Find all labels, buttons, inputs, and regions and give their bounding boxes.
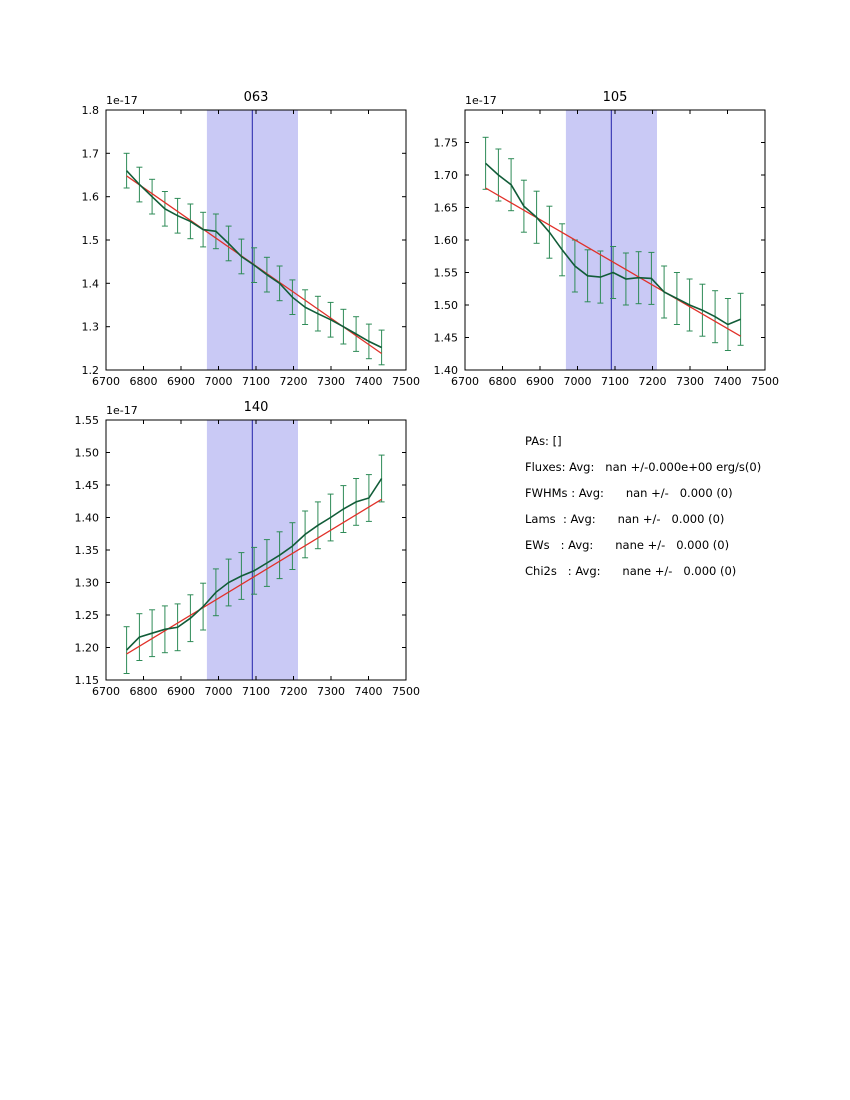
svg-text:7300: 7300 bbox=[317, 375, 345, 388]
stats-line-fwhms: FWHMs : Avg: nan +/- 0.000 (0) bbox=[525, 486, 733, 500]
svg-text:1.4: 1.4 bbox=[82, 277, 100, 290]
stats-line-fluxes: Fluxes: Avg: nan +/-0.000e+00 erg/s(0) bbox=[525, 460, 762, 474]
svg-text:1.15: 1.15 bbox=[75, 674, 100, 687]
svg-text:6800: 6800 bbox=[489, 375, 517, 388]
svg-text:1.70: 1.70 bbox=[434, 169, 459, 182]
svg-text:1.50: 1.50 bbox=[434, 299, 459, 312]
svg-text:6800: 6800 bbox=[130, 685, 158, 698]
svg-text:1.40: 1.40 bbox=[434, 364, 459, 377]
svg-text:6700: 6700 bbox=[451, 375, 479, 388]
svg-text:1.45: 1.45 bbox=[75, 479, 100, 492]
stats-line-ews: EWs : Avg: nane +/- 0.000 (0) bbox=[525, 538, 730, 552]
svg-text:1.55: 1.55 bbox=[75, 414, 100, 427]
svg-text:7400: 7400 bbox=[714, 375, 742, 388]
svg-text:1.55: 1.55 bbox=[434, 267, 459, 280]
svg-text:7200: 7200 bbox=[280, 685, 308, 698]
svg-text:7100: 7100 bbox=[242, 375, 270, 388]
svg-text:1.45: 1.45 bbox=[434, 332, 459, 345]
svg-text:1.20: 1.20 bbox=[75, 642, 100, 655]
svg-text:1.35: 1.35 bbox=[75, 544, 100, 557]
svg-text:7400: 7400 bbox=[355, 375, 383, 388]
chart-105-svg: 6700 6800 6900 7000 7100 7200 7300 7400 7500 1.40… bbox=[434, 90, 780, 388]
svg-text:6800: 6800 bbox=[130, 375, 158, 388]
subplot-105: 6700 6800 6900 7000 7100 7200 7300 7400 7500 1.40… bbox=[409, 90, 789, 400]
svg-text:1.7: 1.7 bbox=[82, 147, 100, 160]
svg-text:7000: 7000 bbox=[205, 375, 233, 388]
svg-text:7500: 7500 bbox=[392, 685, 420, 698]
svg-text:1e-17: 1e-17 bbox=[106, 94, 138, 107]
svg-text:1.25: 1.25 bbox=[75, 609, 100, 622]
svg-text:7000: 7000 bbox=[564, 375, 592, 388]
svg-text:7100: 7100 bbox=[601, 375, 629, 388]
svg-text:1.2: 1.2 bbox=[82, 364, 100, 377]
svg-text:1.8: 1.8 bbox=[82, 104, 100, 117]
svg-text:7200: 7200 bbox=[280, 375, 308, 388]
subplot-140: 6700 6800 6900 7000 7100 7200 7300 7400 7500 1.15… bbox=[50, 400, 430, 710]
svg-text:1.75: 1.75 bbox=[434, 137, 459, 150]
svg-text:7400: 7400 bbox=[355, 685, 383, 698]
svg-text:1.50: 1.50 bbox=[75, 447, 100, 460]
chart-140-svg: 6700 6800 6900 7000 7100 7200 7300 7400 7500 1.15… bbox=[75, 400, 421, 698]
svg-text:1.65: 1.65 bbox=[434, 202, 459, 215]
svg-text:140: 140 bbox=[244, 400, 269, 415]
subplot-063: 6700 6800 6900 7000 7100 7200 7300 7400 7500 1.2 1… bbox=[50, 90, 430, 400]
chart-063-svg: 6700 6800 6900 7000 7100 7200 7300 7400 7500 1.2 1… bbox=[82, 90, 421, 388]
stats-line-chi2s: Chi2s : Avg: nane +/- 0.000 (0) bbox=[525, 564, 737, 578]
svg-text:1e-17: 1e-17 bbox=[465, 94, 497, 107]
svg-text:6900: 6900 bbox=[526, 375, 554, 388]
stats-panel: PAs: [] Fluxes: Avg: nan +/-0.000e+00 er… bbox=[525, 428, 761, 584]
svg-text:6700: 6700 bbox=[92, 375, 120, 388]
svg-text:6700: 6700 bbox=[92, 685, 120, 698]
svg-text:7100: 7100 bbox=[242, 685, 270, 698]
svg-text:6900: 6900 bbox=[167, 375, 195, 388]
svg-text:7300: 7300 bbox=[317, 685, 345, 698]
stats-line-pas: PAs: [] bbox=[525, 434, 562, 448]
svg-text:1.60: 1.60 bbox=[434, 234, 459, 247]
svg-text:6900: 6900 bbox=[167, 685, 195, 698]
svg-text:7500: 7500 bbox=[392, 375, 420, 388]
svg-text:7500: 7500 bbox=[751, 375, 779, 388]
svg-text:7200: 7200 bbox=[639, 375, 667, 388]
svg-text:1e-17: 1e-17 bbox=[106, 404, 138, 417]
svg-text:7300: 7300 bbox=[676, 375, 704, 388]
svg-text:1.40: 1.40 bbox=[75, 512, 100, 525]
svg-text:1.30: 1.30 bbox=[75, 577, 100, 590]
stats-line-lams: Lams : Avg: nan +/- 0.000 (0) bbox=[525, 512, 725, 526]
svg-text:1.6: 1.6 bbox=[82, 191, 100, 204]
svg-text:1.5: 1.5 bbox=[82, 234, 100, 247]
svg-text:1.3: 1.3 bbox=[82, 321, 100, 334]
svg-text:7000: 7000 bbox=[205, 685, 233, 698]
svg-text:105: 105 bbox=[603, 90, 628, 105]
svg-text:063: 063 bbox=[244, 90, 269, 105]
